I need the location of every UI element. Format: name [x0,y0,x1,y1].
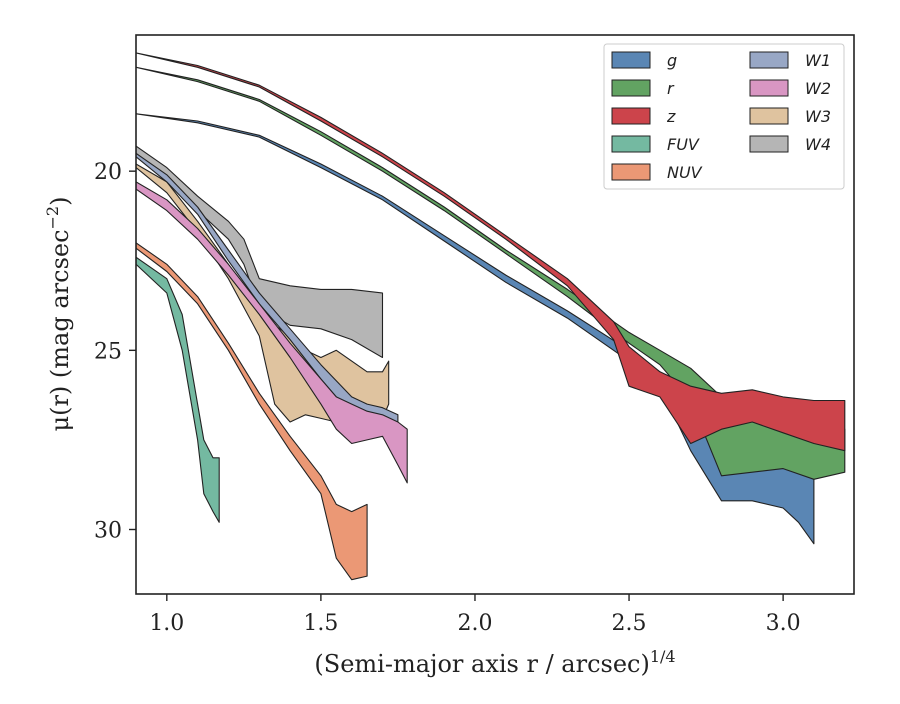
series-band-w4 [136,145,384,359]
legend-label-z: z [666,107,676,126]
x-tick-label: 2.0 [457,611,492,636]
legend-swatch-z [611,107,651,125]
legend-label-w3: W3 [805,107,831,126]
y-tick-label: 20 [94,160,122,185]
x-tick-label: 3.0 [766,611,801,636]
series-band-nuv [136,242,368,581]
y-axis-label: μ(r) (mag arcsec−2) [43,197,74,432]
series-band-w2 [136,181,408,484]
legend-label-fuv: FUV [667,135,700,154]
x-tick-label: 1.5 [303,611,338,636]
legend-swatch-g [611,51,651,69]
legend-swatch-nuv [611,163,651,181]
series-band-z [136,52,846,452]
y-tick-label: 25 [94,339,122,364]
legend-label-r: r [667,79,675,98]
legend-label-w2: W2 [805,79,831,98]
plot-frame [135,34,855,595]
legend-label-nuv: NUV [667,163,703,182]
legend-swatch-r [611,79,651,97]
legend-swatch-fuv [611,135,651,153]
legend-swatch-w3 [749,107,789,125]
legend-label-w4: W4 [805,135,831,154]
series-band-g [136,113,815,545]
legend-label-w1: W1 [805,51,831,70]
x-tick-label: 1.0 [149,611,184,636]
series-band-fuv [136,256,220,523]
legend-label-g: g [667,51,677,70]
legend: grz FUV NUV W1 W2 W3 W4 [603,43,845,190]
legend-swatch-w4 [749,135,789,153]
legend-swatch-w2 [749,79,789,97]
series-layer [136,52,846,581]
y-tick-label: 30 [94,519,122,544]
ticks-layer: 1.0 1.5 2.0 2.5 3.0 20 25 30 [94,160,801,636]
x-axis-label: (Semi-major axis r / arcsec)1/4 [314,647,675,678]
legend-swatch-w1 [749,51,789,69]
x-tick-label: 2.5 [612,611,647,636]
